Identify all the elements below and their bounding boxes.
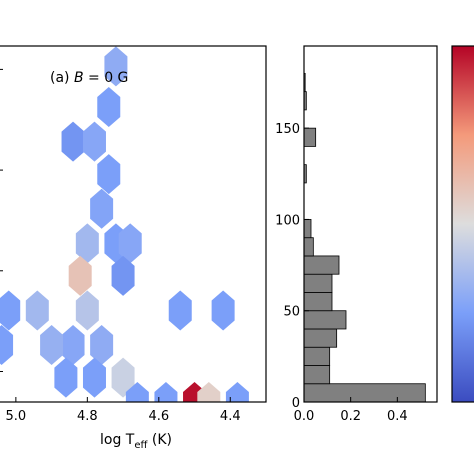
histogram-y-ticks: 0 50 100 150 xyxy=(275,122,309,411)
hexbin-cell-0 xyxy=(104,46,128,87)
histogram-bar xyxy=(303,365,331,385)
histogram-y-tick-label: 100 xyxy=(275,213,300,228)
histogram-bar xyxy=(303,328,338,348)
hexbin-cell-18 xyxy=(54,357,78,398)
hexbin-cell-13 xyxy=(25,290,49,331)
histogram-bar xyxy=(303,237,314,257)
panel-label: (a) B = 0 G xyxy=(50,70,128,86)
hexbin-cell-26 xyxy=(197,382,221,402)
histogram-bar xyxy=(303,273,333,293)
hexbin-x-ticks: 5.0 4.8 4.6 4.4 xyxy=(6,397,241,424)
hexbin-cell-27 xyxy=(225,382,249,402)
histogram-axes-frame xyxy=(303,45,438,403)
hexbin-cell-1 xyxy=(97,87,121,128)
hexbin-cell-2 xyxy=(61,121,85,162)
x-axis-label: log Teff (K) xyxy=(100,432,172,451)
histogram-bar xyxy=(303,346,331,366)
histogram-y-tick-label: 150 xyxy=(275,122,300,137)
histogram-y-tick-label: 50 xyxy=(283,305,300,320)
histogram-bar xyxy=(303,127,317,147)
hexbin-x-tick-label: 4.6 xyxy=(148,409,169,424)
hexbin-cell-22 xyxy=(211,290,235,331)
hexbin-x-tick-label: 5.0 xyxy=(6,409,27,424)
histogram-panel: 0.0 0.2 0.4 0 50 100 150 xyxy=(275,45,438,424)
hexbin-cell-16 xyxy=(0,325,14,366)
hexbin-cell-11 xyxy=(75,290,99,331)
hexbin-cell-23 xyxy=(125,382,149,402)
hexbin-cell-20 xyxy=(111,357,135,398)
hexbin-x-tick-label: 4.8 xyxy=(77,409,98,424)
histogram-bar xyxy=(303,255,340,275)
colorbar-gradient xyxy=(452,46,474,402)
histogram-x-tick-label: 0.2 xyxy=(340,409,361,424)
hexbin-cell-9 xyxy=(68,255,92,296)
histogram-x-tick-label: 0.4 xyxy=(387,409,408,424)
hexbin-cell-4 xyxy=(97,154,121,195)
hexbin-x-tick-label: 4.4 xyxy=(220,409,241,424)
histogram-y-tick-label: 0 xyxy=(292,396,300,411)
colorbar-frame xyxy=(451,45,474,403)
colorbar xyxy=(451,45,474,403)
hexbin-cell-21 xyxy=(168,290,192,331)
hexbin-cell-8 xyxy=(75,223,99,264)
hexbin-y-ticks xyxy=(0,68,3,372)
hexbin-axes-frame xyxy=(0,45,267,403)
hexbin-cell-17 xyxy=(90,325,114,366)
hexbin-cell-10 xyxy=(111,255,135,296)
hexbin-panel: 5.0 4.8 4.6 4.4 (a) B = 0 G log Teff (K) xyxy=(0,45,267,451)
hexbin-cell-7 xyxy=(118,223,142,264)
histogram-bar xyxy=(303,292,333,312)
histogram-x-ticks: 0.0 0.2 0.4 xyxy=(294,397,408,424)
histogram-x-tick-label: 0.0 xyxy=(294,409,315,424)
hexbin-cell-12 xyxy=(0,290,21,331)
histogram-bar xyxy=(303,383,426,403)
hexbin-cell-14 xyxy=(61,325,85,366)
hexbin-cell-15 xyxy=(40,325,64,366)
histogram-bar xyxy=(303,219,312,239)
histogram-bars xyxy=(303,72,426,403)
hexbin-cell-24 xyxy=(154,382,178,402)
hexbin-cell-5 xyxy=(90,188,114,229)
hexbin-cells xyxy=(0,46,249,402)
histogram-bar xyxy=(303,310,347,330)
hexbin-cell-19 xyxy=(82,357,106,398)
hexbin-cell-3 xyxy=(82,121,106,162)
